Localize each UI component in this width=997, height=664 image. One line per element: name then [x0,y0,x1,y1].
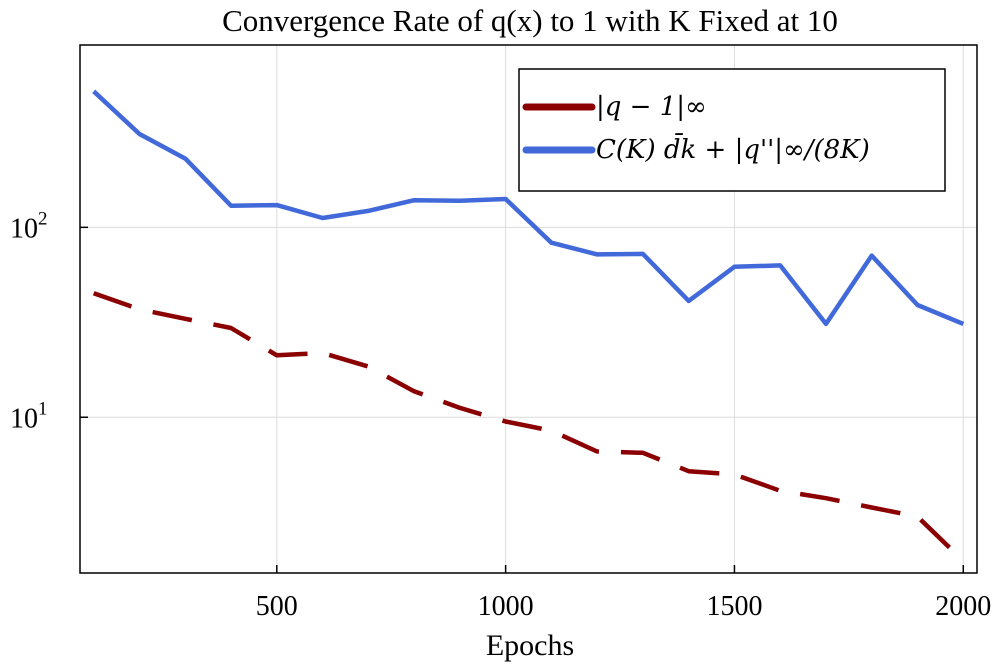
y-tick-label: 102 [10,208,48,244]
x-tick-label: 1000 [478,591,534,622]
legend: |q − 1|∞ C(K) d̄k + |q''|∞/(8K) [518,68,946,192]
series-line-bound [92,89,965,327]
legend-box [518,68,946,192]
chart-title: Convergence Rate of q(x) to 1 with K Fix… [222,3,838,38]
x-tick-label: 500 [256,591,298,622]
x-tick-label: 1500 [706,591,762,622]
plot-area-border [79,44,978,574]
series-line-abs-error [92,291,965,563]
x-tick-label: 2000 [935,591,991,622]
series-lines [92,89,965,563]
y-tick-label: 101 [10,398,48,434]
axis-ticks: 500 1000 1500 2000 101 102 [10,208,991,622]
legend-label-bound: C(K) d̄k + |q''|∞/(8K) [596,132,870,165]
legend-label-abs-error: |q − 1|∞ [596,92,707,122]
x-axis-label: Epochs [486,629,574,662]
